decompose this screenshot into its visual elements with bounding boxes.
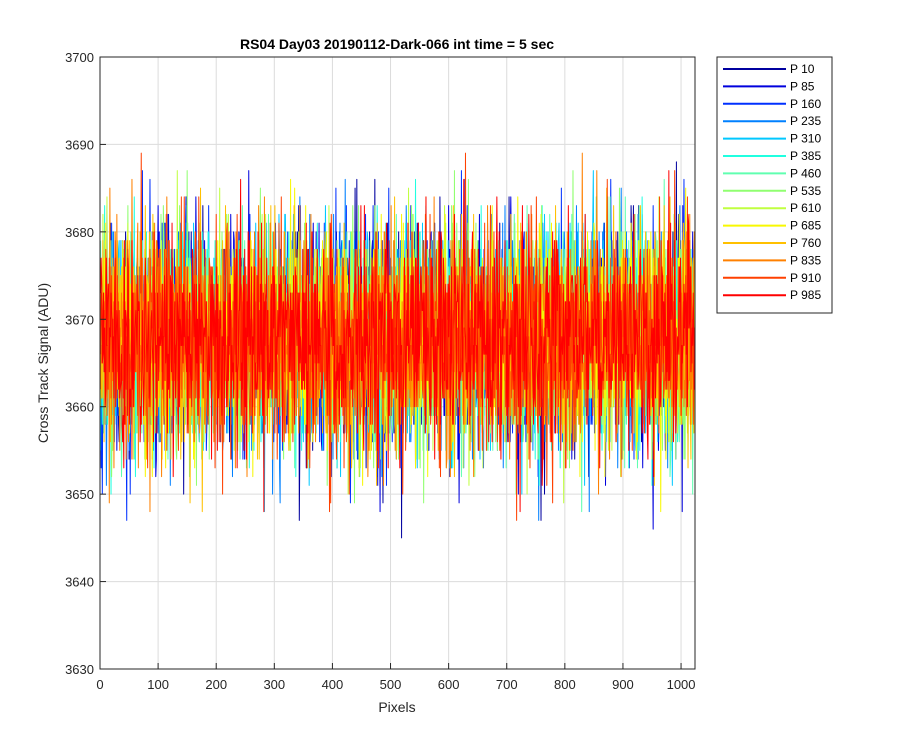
series-line-p-985 xyxy=(100,170,695,513)
plot-axes-box xyxy=(99,56,696,670)
y-tick-label: 3650 xyxy=(65,487,94,502)
legend-label: P 235 xyxy=(790,114,821,128)
axis-ticks: 0 100 200 300 400 500 600 700 800 900 1000 3630 3640… xyxy=(65,50,695,692)
legend-label: P 535 xyxy=(790,184,821,198)
legend-label: P 835 xyxy=(790,253,821,267)
legend-label: P 985 xyxy=(790,288,821,302)
x-tick-label: 1000 xyxy=(667,677,696,692)
legend-label: P 460 xyxy=(790,166,821,180)
legend-box xyxy=(716,56,833,314)
legend-label: P 685 xyxy=(790,219,821,233)
legend: P 10 P 85 P 160 P 235 P 310 P 385 P 460 P 535 P … xyxy=(716,56,833,314)
series-lines xyxy=(100,152,695,539)
chart-title: RS04 Day03 20190112-Dark-066 int time = … xyxy=(240,36,554,52)
legend-label: P 385 xyxy=(790,149,821,163)
y-tick-label: 3680 xyxy=(65,225,94,240)
y-tick-label: 3690 xyxy=(65,137,94,152)
x-tick-label: 800 xyxy=(554,677,576,692)
x-tick-label: 400 xyxy=(322,677,344,692)
x-tick-label: 300 xyxy=(263,677,285,692)
legend-label: P 310 xyxy=(790,132,821,146)
legend-label: P 10 xyxy=(790,62,815,76)
legend-label: P 910 xyxy=(790,271,821,285)
legend-label: P 160 xyxy=(790,97,821,111)
legend-label: P 760 xyxy=(790,236,821,250)
x-tick-label: 700 xyxy=(496,677,518,692)
x-tick-label: 600 xyxy=(438,677,460,692)
y-axis-label: Cross Track Signal (ADU) xyxy=(35,283,51,443)
y-tick-label: 3670 xyxy=(65,312,94,327)
y-tick-label: 3700 xyxy=(65,50,94,65)
x-axis-label: Pixels xyxy=(378,699,415,715)
x-tick-label: 100 xyxy=(147,677,169,692)
x-tick-label: 200 xyxy=(205,677,227,692)
y-tick-label: 3640 xyxy=(65,575,94,590)
legend-label: P 85 xyxy=(790,79,815,93)
series-line-p-910 xyxy=(100,152,695,521)
y-tick-label: 3630 xyxy=(65,662,94,677)
x-tick-label: 0 xyxy=(96,677,103,692)
x-tick-label: 500 xyxy=(380,677,402,692)
x-tick-label: 900 xyxy=(612,677,634,692)
legend-label: P 610 xyxy=(790,201,821,215)
y-tick-label: 3660 xyxy=(65,400,94,415)
